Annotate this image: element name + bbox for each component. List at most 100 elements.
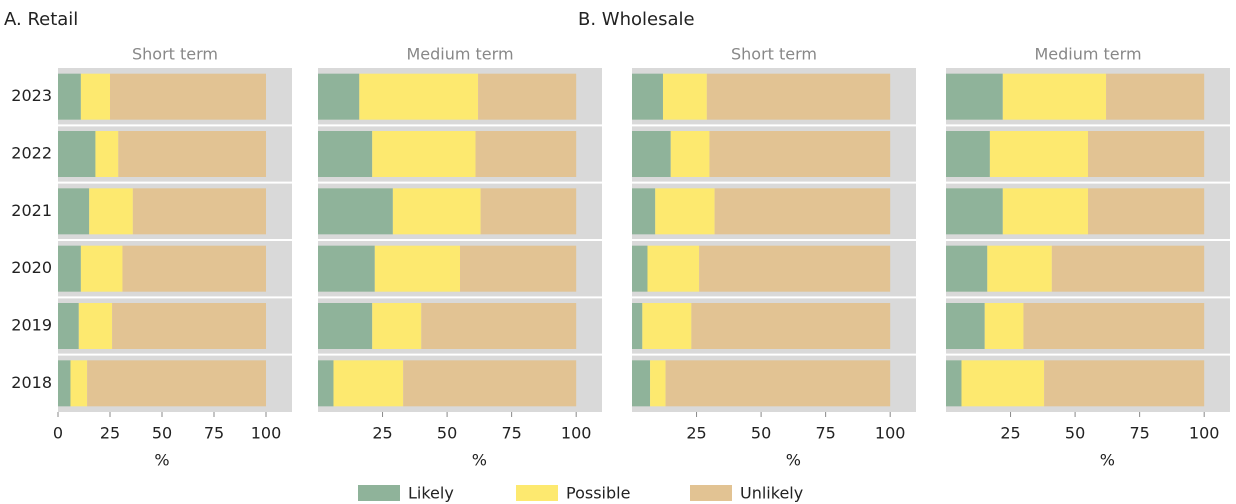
panel-heading: B. Wholesale	[578, 9, 695, 30]
bar-segment	[318, 131, 373, 177]
bar-segment	[691, 303, 891, 349]
bar-segment	[80, 73, 110, 120]
bar-segment	[460, 245, 577, 292]
legend-swatch	[516, 485, 558, 501]
panel-heading: A. Retail	[4, 9, 78, 30]
panel-title: Short term	[731, 45, 817, 64]
bar-segment	[706, 73, 891, 120]
bar-segment	[946, 188, 1003, 235]
bar-segment	[118, 131, 266, 177]
legend-swatch	[358, 485, 400, 501]
x-tick-label: 100	[1189, 424, 1220, 443]
bar-segment	[333, 360, 404, 407]
bar-segment	[1002, 73, 1107, 120]
x-tick-label: 50	[1065, 424, 1085, 443]
bar-segment	[1106, 73, 1205, 120]
legend-label: Unlikely	[740, 484, 803, 503]
bar-segment	[122, 245, 266, 292]
bar-segment	[714, 188, 891, 235]
bar-segment	[421, 303, 577, 349]
legend-label: Likely	[408, 484, 454, 503]
bar-segment	[89, 188, 133, 235]
bar-segment	[670, 131, 710, 177]
bar-segment	[699, 245, 891, 292]
bar-segment	[709, 131, 891, 177]
x-tick-label: 100	[251, 424, 282, 443]
bar-segment	[70, 360, 88, 407]
bar-segment	[984, 303, 1024, 349]
bar-segment	[632, 303, 643, 349]
bar-segment	[1044, 360, 1205, 407]
bar-segment	[1088, 131, 1205, 177]
x-tick-label: 25	[100, 424, 120, 443]
bar-segment	[632, 131, 671, 177]
bar-segment	[1002, 188, 1088, 235]
bar-segment	[318, 245, 375, 292]
y-tick-label: 2023	[11, 86, 52, 105]
bar-segment	[87, 360, 267, 407]
bar-segment	[946, 360, 962, 407]
bar-segment	[989, 131, 1088, 177]
bar-segment	[112, 303, 266, 349]
panel-title: Medium term	[406, 45, 513, 64]
bar-segment	[372, 131, 476, 177]
x-axis-label: %	[786, 451, 801, 470]
x-axis-label: %	[472, 451, 487, 470]
bar-segment	[1051, 245, 1205, 292]
bar-segment	[632, 360, 651, 407]
x-axis-label: %	[1100, 451, 1115, 470]
bar-segment	[665, 360, 891, 407]
y-tick-label: 2018	[11, 373, 52, 392]
y-tick-label: 2020	[11, 258, 52, 277]
bar-segment	[961, 360, 1045, 407]
bar-segment	[662, 73, 707, 120]
legend-swatch	[690, 485, 732, 501]
x-tick-label: 75	[204, 424, 224, 443]
x-tick-label: 0	[53, 424, 63, 443]
bar-segment	[632, 245, 648, 292]
x-axis-label: %	[154, 451, 169, 470]
bar-segment	[632, 188, 656, 235]
bar-segment	[650, 360, 666, 407]
x-tick-label: 75	[501, 424, 521, 443]
bar-segment	[110, 73, 266, 120]
legend-label: Possible	[566, 484, 630, 503]
bar-segment	[632, 73, 663, 120]
bar-segment	[478, 73, 577, 120]
bar-segment	[946, 73, 1003, 120]
bar-segment	[480, 188, 577, 235]
panel-title: Medium term	[1034, 45, 1141, 64]
x-tick-label: 100	[561, 424, 592, 443]
bar-segment	[58, 131, 96, 177]
bar-segment	[95, 131, 119, 177]
bar-segment	[403, 360, 577, 407]
bar-segment	[58, 73, 81, 120]
x-tick-label: 25	[372, 424, 392, 443]
bar-segment	[946, 245, 988, 292]
x-tick-label: 100	[875, 424, 906, 443]
bar-segment	[58, 360, 71, 407]
bar-segment	[392, 188, 481, 235]
x-tick-label: 50	[152, 424, 172, 443]
x-tick-label: 25	[1000, 424, 1020, 443]
x-tick-label: 50	[437, 424, 457, 443]
y-tick-label: 2021	[11, 201, 52, 220]
bar-segment	[318, 188, 393, 235]
x-tick-label: 25	[686, 424, 706, 443]
y-tick-label: 2019	[11, 316, 52, 335]
bar-segment	[132, 188, 266, 235]
bar-segment	[318, 360, 334, 407]
bar-segment	[987, 245, 1052, 292]
bar-segment	[655, 188, 715, 235]
bar-segment	[374, 245, 460, 292]
bar-segment	[1088, 188, 1205, 235]
x-tick-label: 50	[751, 424, 771, 443]
bar-segment	[946, 303, 985, 349]
x-tick-label: 75	[1129, 424, 1149, 443]
bar-segment	[318, 303, 373, 349]
y-tick-label: 2022	[11, 144, 52, 163]
bar-segment	[372, 303, 422, 349]
bar-segment	[80, 245, 123, 292]
bar-segment	[78, 303, 113, 349]
